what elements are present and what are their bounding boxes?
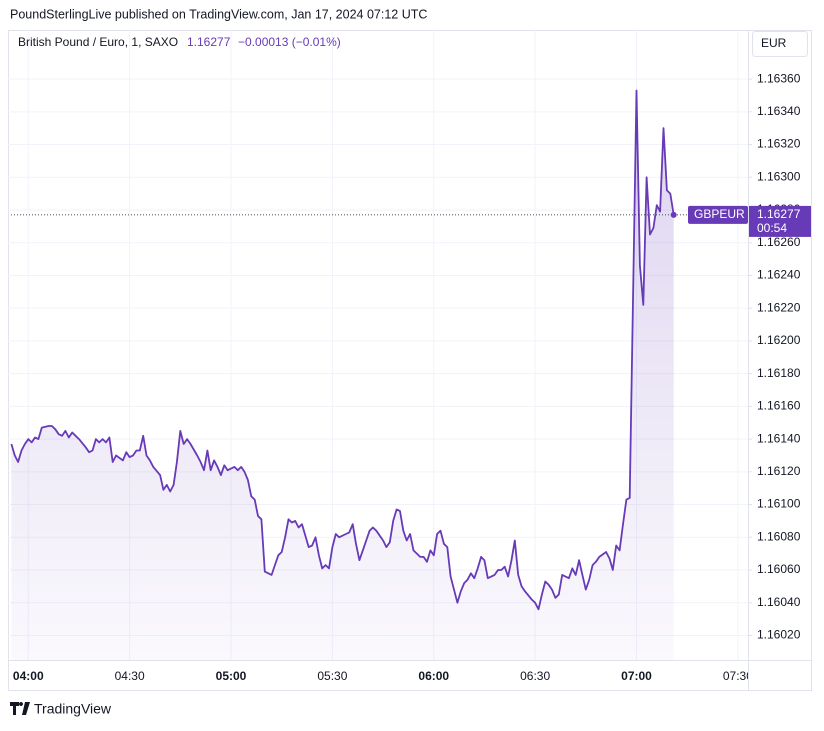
legend-last-value: 1.16277 [187,35,231,49]
x-axis-labels: 04:00 04:30 05:00 05:30 06:00 06:30 07:00 07:30 [13,669,753,683]
price-line [10,89,675,611]
axes: 1.16020 1.16040 1.16060 1.16080 1.16100 1.161… [748,71,801,642]
price-tag [749,205,811,237]
currency-button[interactable] [752,31,808,57]
x-tick-label: 05:00 [216,669,247,683]
area-fill [11,90,674,660]
y-tick-label: 1.16140 [757,431,801,445]
y-tick-label: 1.16220 [757,300,801,314]
y-tick-label: 1.16160 [757,399,801,413]
x-tick-label: 07:30 [723,669,753,683]
last-point [670,211,677,218]
x-tick-label: 06:00 [418,669,449,683]
y-tick-label: 1.16080 [757,529,801,543]
x-tick-label: 07:00 [621,669,652,683]
symbol-tag [688,205,748,224]
legend-change: −0.00013 (−0.01%) [238,35,341,49]
x-tick-label: 04:30 [115,669,145,683]
y-tick-label: 1.16020 [757,628,801,642]
publish-header: PoundSterlingLive published on TradingVi… [10,7,427,21]
x-tick-label: 05:30 [317,669,347,683]
y-tick-label: 1.16240 [757,268,801,282]
plot-area [9,89,748,660]
x-tick-label: 04:00 [13,669,44,683]
currency-label[interactable]: EUR [761,36,787,50]
countdown-label: 00:54 [757,221,787,235]
y-tick-label: 1.16300 [757,169,801,183]
legend-title: British Pound / Euro, 1, SAXO [18,35,178,49]
y-tick-label: 1.16120 [757,464,801,478]
chart-frame [8,30,812,691]
y-tick-label: 1.16360 [757,71,801,85]
y-tick-label: 1.16200 [757,333,801,347]
footer-brand: TradingView [34,701,112,717]
y-tick-label: 1.16260 [757,235,801,249]
y-tick-label: 1.16320 [757,137,801,151]
y-tick-label: 1.16060 [757,562,801,576]
y-tick-label: 1.16100 [757,497,801,511]
y-tick-label: 1.16340 [757,104,801,118]
symbol-tag-label: GBPEUR [694,207,745,221]
price-tag-label: 1.16277 [757,207,801,221]
y-tick-label: 1.16180 [757,366,801,380]
tradingview-logo [10,702,30,715]
y-tick-label: 1.16040 [757,595,801,609]
x-tick-label: 06:30 [520,669,550,683]
